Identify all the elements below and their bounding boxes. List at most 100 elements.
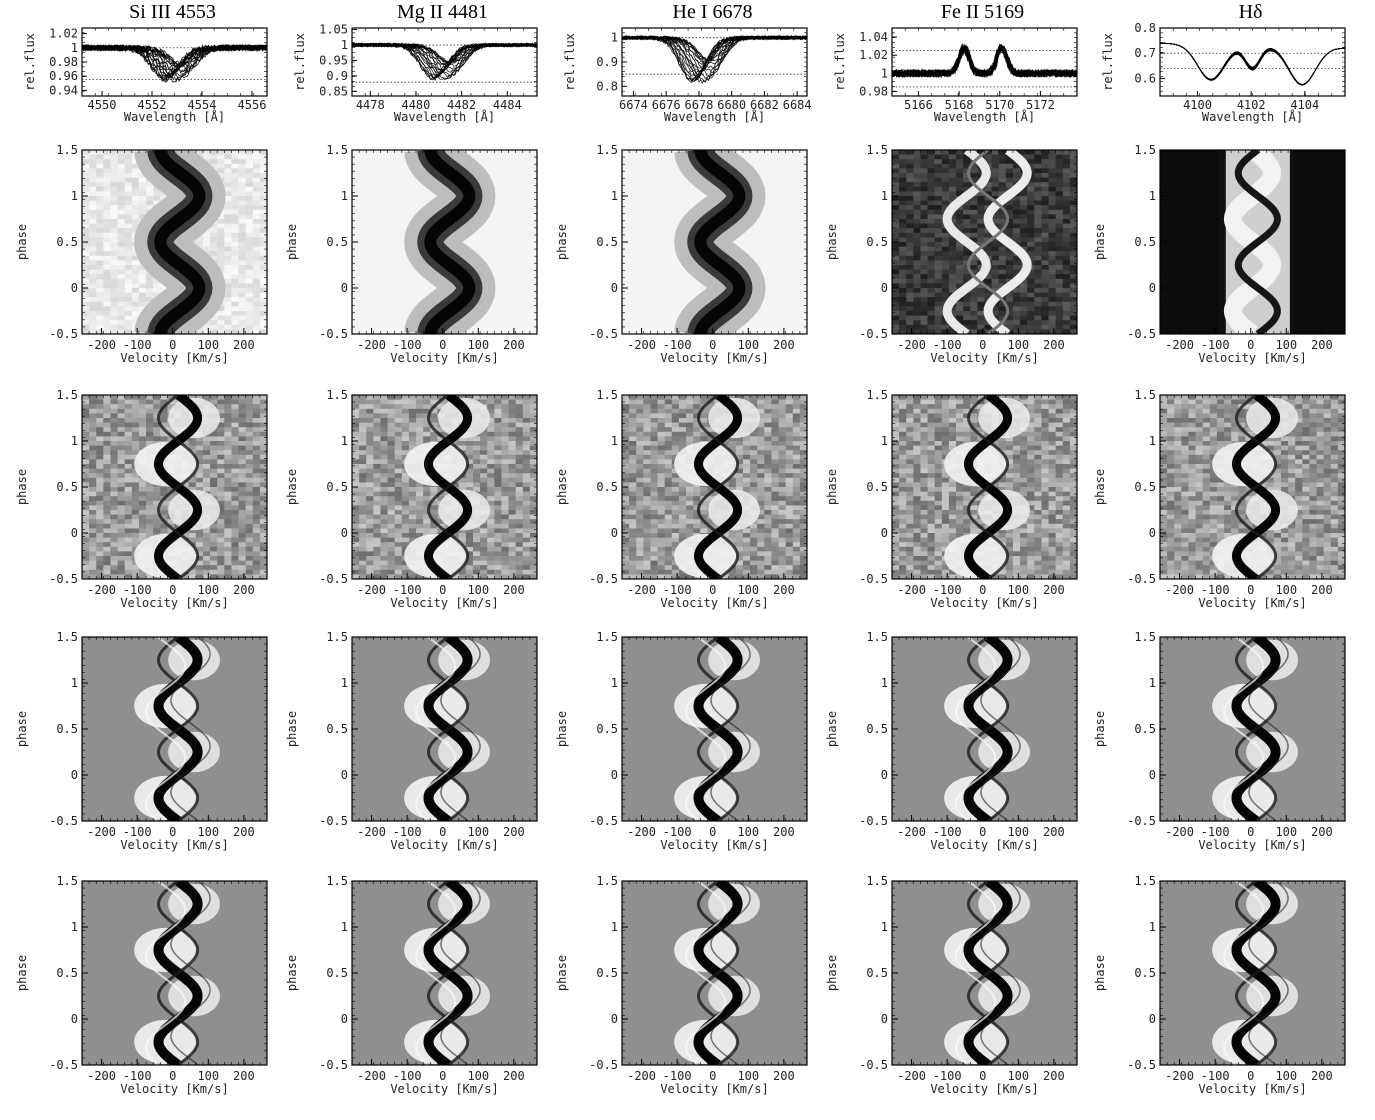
noise-cell bbox=[110, 311, 119, 317]
noise-cell bbox=[82, 519, 90, 525]
noise-cell bbox=[146, 283, 154, 289]
noise-cell bbox=[629, 574, 637, 579]
noise-cell bbox=[629, 427, 637, 433]
noise-cell bbox=[210, 542, 218, 548]
noise-cell bbox=[124, 219, 133, 225]
noise-cell bbox=[401, 395, 410, 401]
noise-cell bbox=[1069, 159, 1077, 165]
noise-cell bbox=[259, 422, 267, 428]
noise-cell bbox=[96, 436, 104, 442]
noise-cell bbox=[238, 232, 247, 238]
noise-cell bbox=[224, 510, 232, 516]
noise-cell bbox=[224, 173, 232, 179]
x-tick-label: 0 bbox=[169, 338, 176, 352]
noise-cell bbox=[1048, 163, 1057, 169]
noise-cell bbox=[146, 196, 154, 202]
noise-cell bbox=[622, 505, 630, 511]
noise-cell bbox=[210, 223, 218, 229]
noise-cell bbox=[224, 537, 232, 543]
noise-cell bbox=[643, 473, 651, 479]
noise-cell bbox=[799, 436, 807, 442]
noise-cell bbox=[480, 556, 488, 562]
noise-cell bbox=[629, 413, 637, 419]
noise-cell bbox=[366, 487, 374, 493]
noise-cell bbox=[508, 565, 517, 571]
noise-cell bbox=[529, 514, 537, 520]
noise-cell bbox=[693, 395, 701, 401]
noise-cell bbox=[529, 510, 537, 516]
noise-cell bbox=[650, 491, 659, 497]
noise-cell bbox=[401, 500, 410, 506]
noise-cell bbox=[352, 441, 360, 447]
noise-cell bbox=[636, 496, 644, 502]
noise-cell bbox=[210, 537, 218, 543]
noise-cell bbox=[771, 546, 780, 552]
noise-cell bbox=[700, 514, 708, 520]
noise-cell bbox=[721, 533, 730, 539]
noise-cell bbox=[245, 200, 254, 206]
noise-cell bbox=[643, 505, 651, 511]
noise-cell bbox=[529, 450, 537, 456]
noise-cell bbox=[210, 329, 218, 334]
y-tick-label: 1 bbox=[611, 31, 618, 45]
noise-cell bbox=[210, 399, 218, 405]
noise-cell bbox=[202, 551, 211, 557]
noise-cell bbox=[437, 436, 445, 442]
noise-cell bbox=[636, 565, 644, 571]
edge-line bbox=[710, 881, 751, 1065]
noise-cell bbox=[686, 514, 694, 520]
noise-cell bbox=[387, 473, 396, 479]
noise-cell bbox=[352, 482, 360, 488]
noise-cell bbox=[465, 482, 474, 488]
noise-cell bbox=[444, 431, 453, 437]
noise-cell bbox=[472, 542, 481, 548]
noise-cell bbox=[664, 574, 673, 579]
noise-cell bbox=[657, 523, 666, 529]
bright-lobe bbox=[134, 683, 198, 729]
noise-cell bbox=[643, 551, 651, 557]
noise-cell bbox=[387, 477, 396, 483]
noise-cell bbox=[231, 569, 240, 575]
noise-cell bbox=[764, 404, 772, 410]
noise-cell bbox=[259, 404, 267, 410]
noise-cell bbox=[799, 519, 807, 525]
noise-cell bbox=[224, 260, 232, 266]
noise-cell bbox=[401, 450, 410, 456]
noise-cell bbox=[487, 431, 495, 437]
noise-cell bbox=[117, 528, 126, 534]
noise-cell bbox=[764, 556, 772, 562]
noise-cell bbox=[629, 445, 637, 451]
noise-cell bbox=[352, 546, 360, 552]
noise-cell bbox=[394, 528, 403, 534]
noise-cell bbox=[217, 556, 225, 562]
noise-cell bbox=[515, 473, 524, 479]
y-tick-label: 1 bbox=[611, 920, 618, 934]
noise-cell bbox=[131, 159, 140, 165]
noise-cell bbox=[146, 528, 154, 534]
noise-cell bbox=[401, 413, 410, 419]
noise-cell bbox=[785, 551, 794, 557]
noise-cell bbox=[146, 500, 154, 506]
noise-cell bbox=[138, 278, 147, 284]
noise-cell bbox=[778, 413, 787, 419]
noise-cell bbox=[771, 556, 780, 562]
noise-cell bbox=[799, 473, 807, 479]
noise-cell bbox=[750, 556, 758, 562]
noise-cell bbox=[757, 436, 765, 442]
noise-cell bbox=[96, 265, 104, 271]
noise-cell bbox=[124, 168, 133, 174]
x-axis-label: Velocity [Km/s] bbox=[660, 596, 768, 610]
noise-cell bbox=[373, 537, 381, 543]
noise-cell bbox=[366, 441, 374, 447]
noise-cell bbox=[160, 510, 168, 516]
noise-cell bbox=[366, 510, 374, 516]
noise-cell bbox=[380, 441, 389, 447]
noise-cell bbox=[146, 413, 154, 419]
noise-cell bbox=[799, 546, 807, 552]
noise-cell bbox=[195, 395, 204, 401]
noise-cell bbox=[117, 436, 126, 442]
noise-cell bbox=[217, 510, 225, 516]
noise-cell bbox=[650, 473, 659, 479]
y-tick-label: 0.5 bbox=[596, 480, 618, 494]
